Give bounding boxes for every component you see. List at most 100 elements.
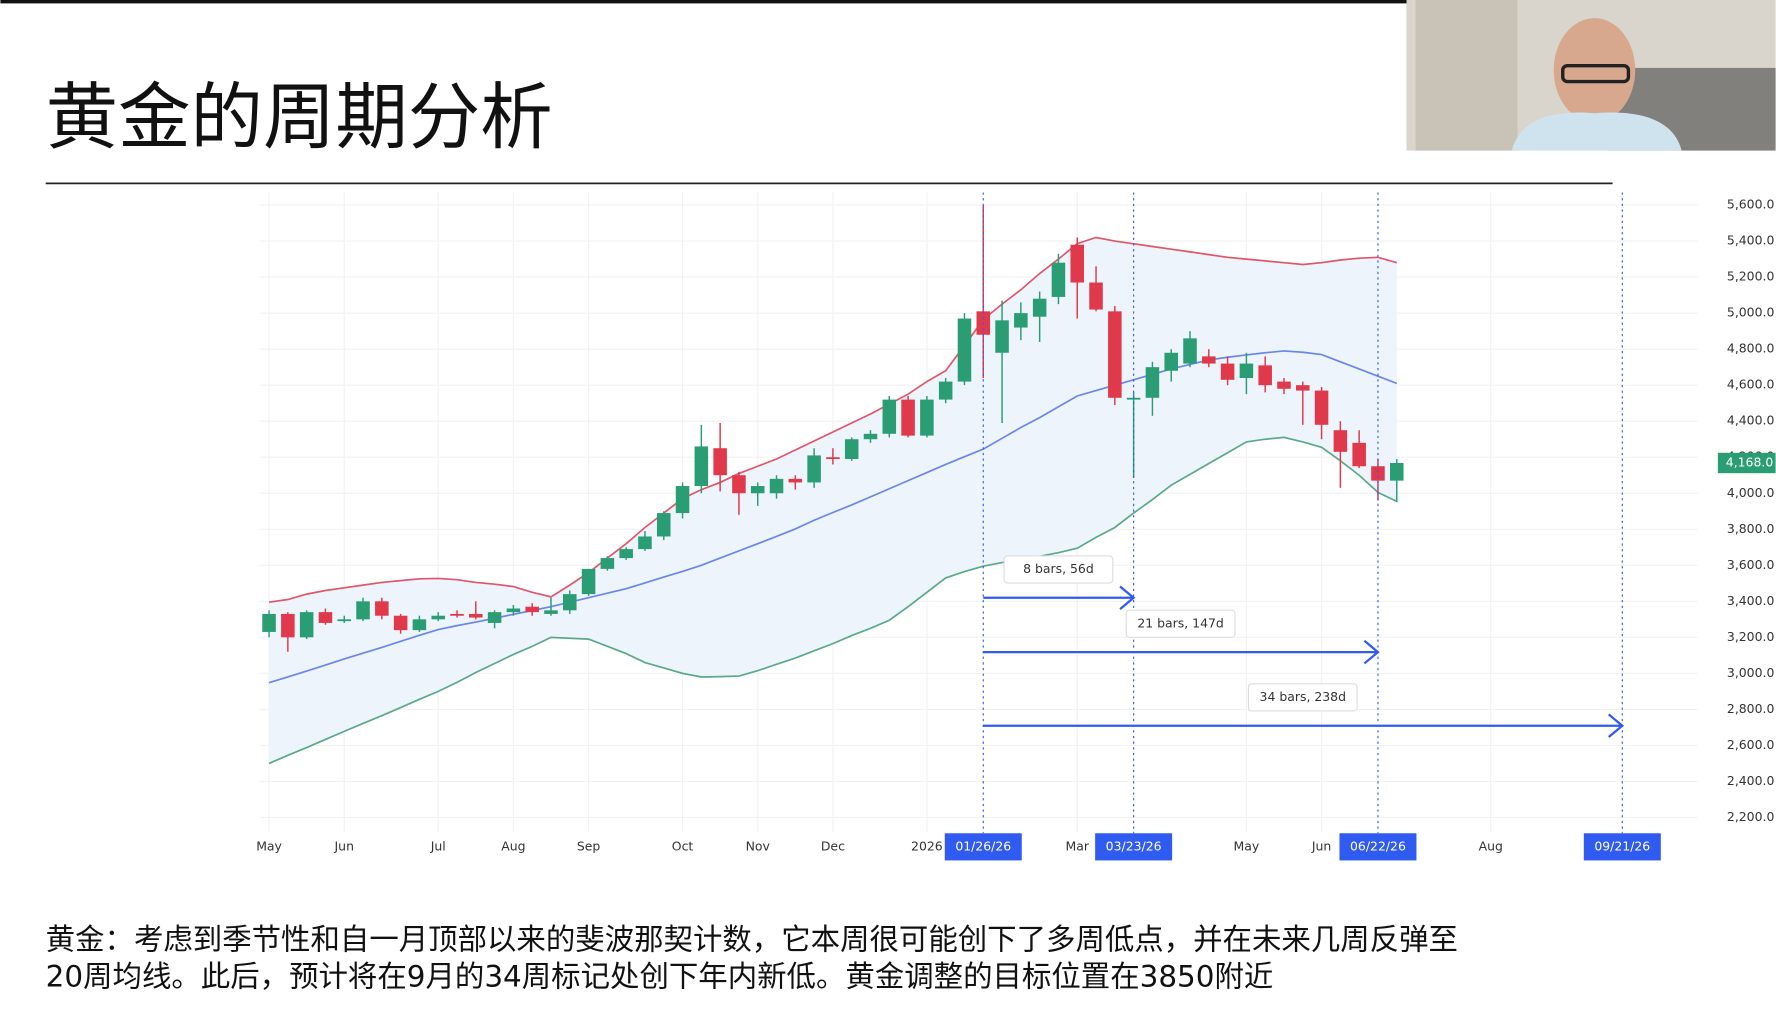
measure-label: 21 bars, 147d <box>1137 615 1223 630</box>
candle-body <box>600 558 615 569</box>
marker-label: 09/21/26 <box>1594 838 1650 853</box>
marker-label: 03/23/26 <box>1106 838 1162 853</box>
face <box>1553 18 1636 123</box>
candle-body <box>487 612 502 623</box>
top-bar <box>0 0 1407 4</box>
last-price-tag <box>1717 452 1776 474</box>
candle-body <box>1164 352 1178 371</box>
y-tick-label: 2,200.0 <box>1727 809 1775 824</box>
candle-body <box>1051 262 1066 297</box>
candle-body <box>826 457 840 460</box>
candle-body <box>262 613 276 632</box>
marker-label: 06/22/26 <box>1350 838 1406 853</box>
candle-body <box>638 536 652 550</box>
x-tick-label: Nov <box>746 838 770 853</box>
y-tick-label: 5,600.0 <box>1727 197 1775 212</box>
candle-body <box>412 619 427 631</box>
measure-label: 34 bars, 238d <box>1260 689 1346 704</box>
measure-box <box>1125 609 1236 638</box>
candle-body <box>995 320 1009 353</box>
candle-body <box>1070 244 1085 283</box>
candle-body <box>469 613 483 618</box>
candle-body <box>1220 363 1235 380</box>
y-tick-label: 3,800.0 <box>1727 521 1775 536</box>
candle-body <box>1089 282 1103 310</box>
candle-body <box>431 615 445 620</box>
y-tick-label: 2,600.0 <box>1727 737 1775 752</box>
candle-body <box>281 613 295 638</box>
y-tick-label: 5,200.0 <box>1727 269 1775 284</box>
caption-line: 黄金：考虑到季节性和自一月顶部以来的斐波那契计数，它本周很可能创下了多周低点，并… <box>46 922 1458 956</box>
measure-box <box>1247 683 1358 712</box>
candle-body <box>563 594 577 611</box>
candle-body <box>1352 442 1366 467</box>
candle-body <box>957 318 972 382</box>
marker-tag <box>1095 833 1173 861</box>
candle-body <box>1145 367 1160 398</box>
candle-body <box>901 399 915 436</box>
candle-body <box>1314 390 1329 425</box>
candle-body <box>356 601 370 620</box>
marker-tag <box>1339 833 1417 861</box>
candle-body <box>619 549 633 559</box>
x-tick-label: Aug <box>501 838 525 853</box>
candle-body <box>694 446 709 487</box>
candle-body <box>938 381 953 400</box>
candle-body <box>506 608 521 613</box>
measure-arrowhead <box>1119 585 1136 610</box>
candle-body <box>1239 363 1254 378</box>
y-tick-label: 3,600.0 <box>1727 557 1775 572</box>
candle-body <box>1183 338 1197 364</box>
x-tick-label: Oct <box>672 838 694 853</box>
marker-tag <box>1583 833 1661 861</box>
candle-body <box>656 513 671 537</box>
measure-label: 8 bars, 56d <box>1023 561 1094 576</box>
y-tick-label: 3,000.0 <box>1727 665 1775 680</box>
y-tick-label: 2,400.0 <box>1727 773 1775 788</box>
x-tick-label: Jun <box>334 838 354 853</box>
candle-body <box>1126 397 1141 400</box>
candle-body <box>299 612 314 638</box>
y-tick-label: 5,400.0 <box>1727 233 1775 248</box>
band-line <box>268 436 1398 765</box>
y-tick-label: 3,200.0 <box>1727 629 1775 644</box>
candle-body <box>525 606 539 613</box>
y-tick-label: 4,400.0 <box>1727 413 1775 428</box>
last-price-label: 4,168.0 <box>1726 454 1774 469</box>
candle-body <box>1333 430 1348 452</box>
candle-body <box>769 478 784 494</box>
chart: 2,200.0 2,400.0 2,600.0 2,800.0 3,000.0 3,200… <box>256 192 1776 867</box>
candle-body <box>337 619 352 622</box>
candle-body <box>807 455 821 483</box>
shirt <box>1511 112 1682 151</box>
x-tick-label: Aug <box>1479 838 1503 853</box>
y-tick-label: 4,600.0 <box>1727 377 1775 392</box>
x-tick-label: May <box>1234 838 1260 853</box>
candle-body <box>318 612 333 623</box>
y-tick-label: 5,000.0 <box>1727 305 1775 320</box>
caption-line: 20周均线。此后，预计将在9月的34周标记处创下年内新低。黄金调整的目标位置在3… <box>46 960 1274 994</box>
x-tick-label: Jul <box>430 838 446 853</box>
candle-body <box>1014 313 1028 328</box>
candle-body <box>1258 365 1272 386</box>
x-tick-label: May <box>256 838 282 853</box>
candle-body <box>1108 311 1122 398</box>
glasses <box>1561 63 1631 84</box>
candle-body <box>450 613 464 616</box>
candle-body <box>844 439 859 460</box>
x-tick-label: Jun <box>1311 838 1331 853</box>
measure-box <box>1003 555 1114 584</box>
marker-tag <box>944 833 1022 861</box>
candle-body <box>675 486 690 514</box>
y-tick-label: 4,000.0 <box>1727 485 1775 500</box>
candle-body <box>544 610 558 614</box>
candle-body <box>581 568 596 595</box>
candle-body <box>1032 298 1047 317</box>
candle-body <box>1296 385 1310 391</box>
candle-body <box>713 448 727 476</box>
band-line <box>268 236 1397 604</box>
candle-body <box>1389 462 1404 481</box>
candle-body <box>863 433 878 440</box>
marker-label: 01/26/26 <box>955 838 1011 853</box>
